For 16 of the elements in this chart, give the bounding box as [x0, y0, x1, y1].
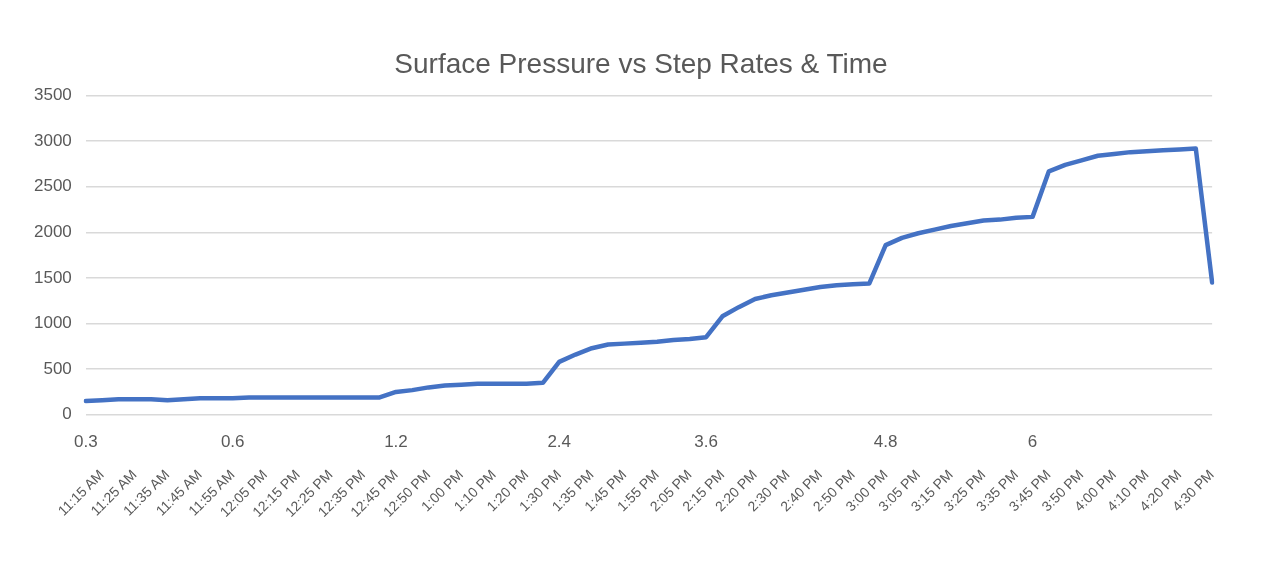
text: 4.8: [873, 432, 898, 452]
y-tick-label: 1500: [33, 267, 72, 287]
text: 3.6: [694, 432, 718, 452]
text: 0.3: [74, 432, 98, 452]
y-tick-label: 3500: [33, 85, 72, 105]
text: 0.6: [220, 432, 245, 452]
text: 2.4: [547, 432, 572, 452]
chart-title: Surface Pressure vs Step Rates & Time: [394, 47, 888, 79]
y-tick-label: 2000: [33, 222, 72, 242]
text: 1.2: [384, 432, 408, 452]
y-tick-label: 2500: [33, 176, 72, 196]
text: 6: [1027, 432, 1038, 452]
y-tick-label: 500: [43, 358, 72, 378]
y-tick-label: 0: [62, 404, 72, 424]
y-tick-label: 3000: [33, 130, 72, 150]
y-tick-label: 1000: [33, 313, 72, 333]
